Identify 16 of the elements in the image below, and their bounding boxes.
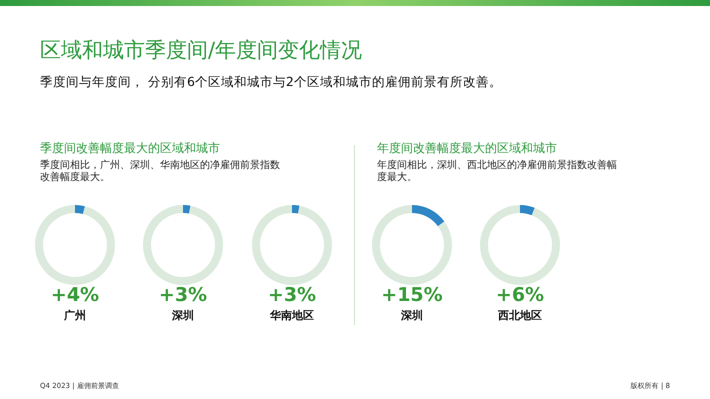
text: 广州 [63, 308, 87, 323]
text: 季度间相比，广州、深圳、华南地区的净雇佣前景指数改善幅度最大。 [40, 160, 281, 184]
text: 深圳 [171, 308, 195, 323]
text: 西北地区 [497, 308, 543, 323]
text: 年度间改善幅度最大的区域和城市 [377, 140, 557, 157]
text: +15% [380, 284, 444, 306]
text: 华南地区 [269, 308, 315, 323]
text: 区域和城市季度间/年度间变化情况 [40, 37, 362, 64]
text: +3% [266, 284, 318, 306]
text: 季度间与年度间， 分别有6个区域和城市与2个区域和城市的雇佣前景有所改善。 [40, 74, 502, 91]
text: 季度间改善幅度最大的区域和城市 [40, 140, 220, 157]
text: +6% [494, 284, 546, 306]
text: 深圳 [400, 308, 424, 323]
text: 年度间相比，深圳、西北地区的净雇佣前景指数改善幅度最大。 [377, 160, 618, 184]
text: +4% [50, 284, 100, 306]
text: +3% [158, 284, 208, 306]
